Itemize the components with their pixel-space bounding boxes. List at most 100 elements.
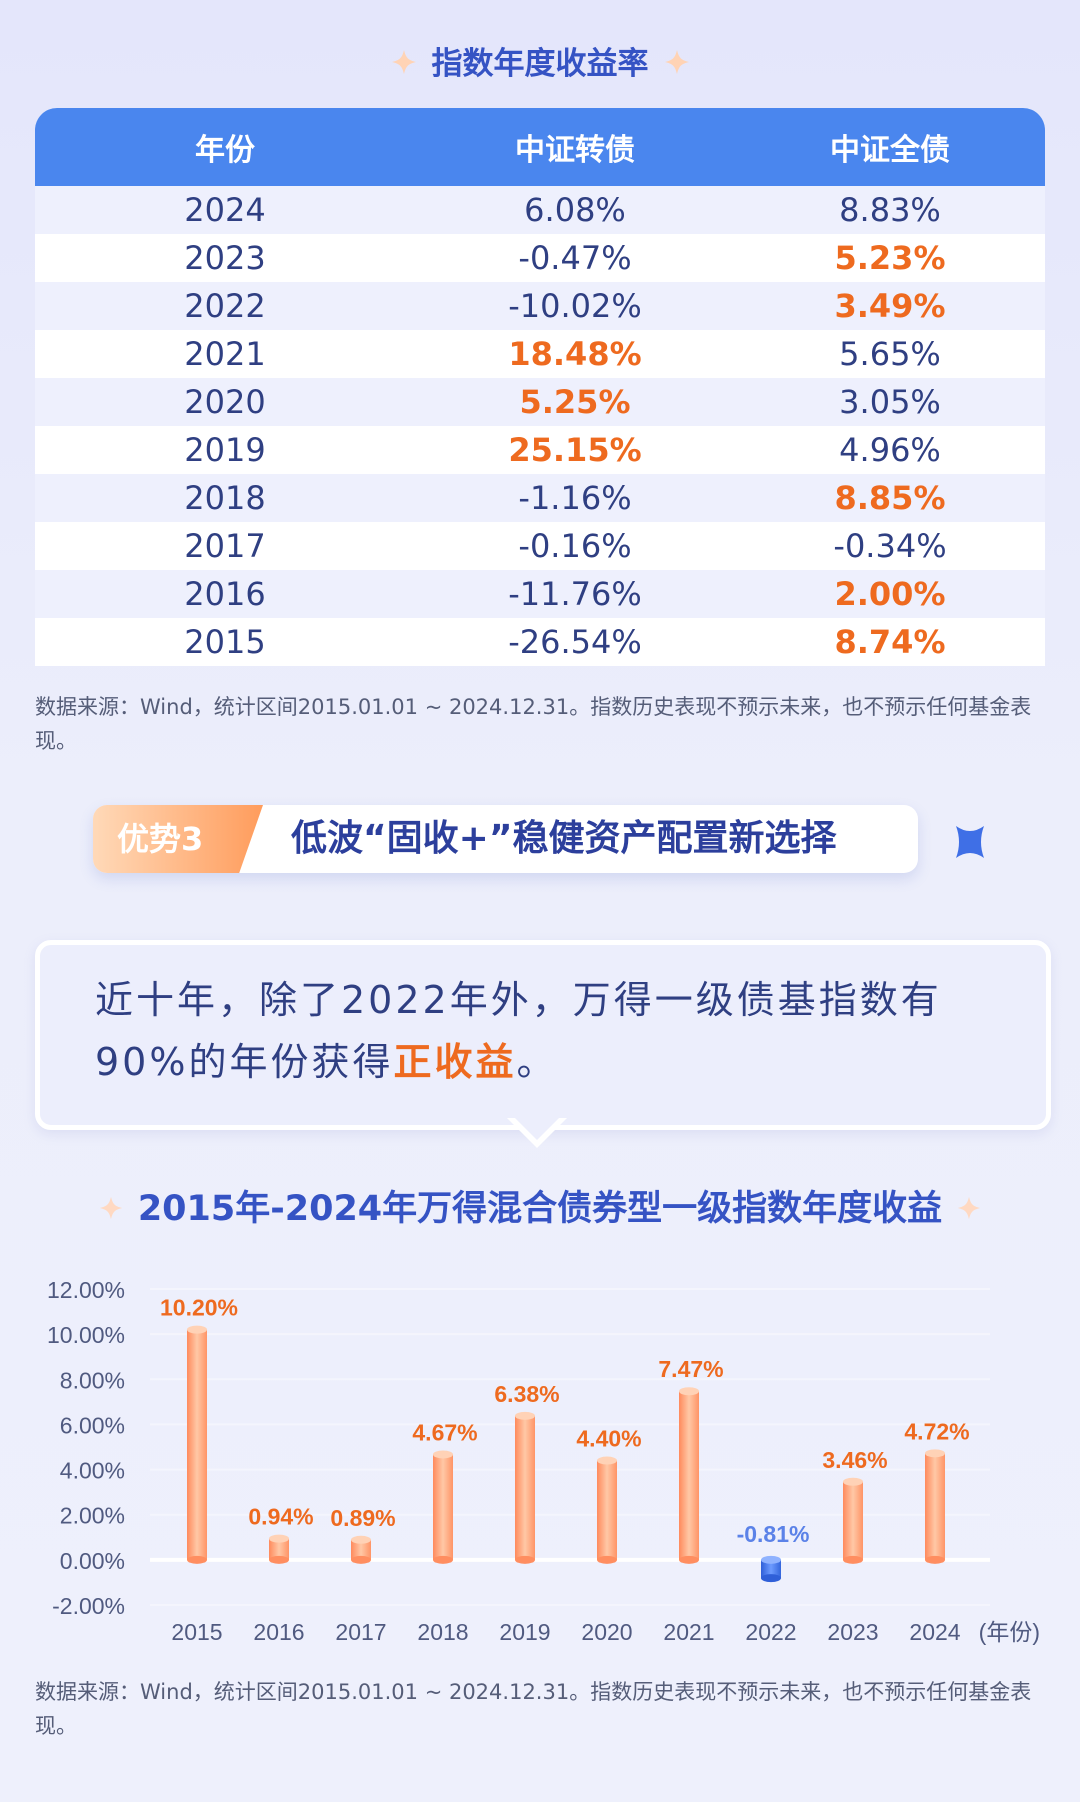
- table-row: 2017 -0.16% -0.34%: [35, 522, 1045, 570]
- bar: [761, 1559, 781, 1579]
- cell-year: 2022: [184, 287, 266, 325]
- y-tick-label: -2.00%: [52, 1593, 125, 1619]
- cell-cb: 18.48%: [508, 335, 642, 373]
- bar-base: [187, 1555, 207, 1564]
- bar-base: [679, 1555, 699, 1564]
- bar: [433, 1454, 453, 1560]
- value-label: 10.20%: [160, 1295, 238, 1321]
- x-tick-label: 2015: [171, 1619, 222, 1645]
- table-source-note: 数据来源：Wind，统计区间2015.01.01 ~ 2024.12.31。指数…: [35, 695, 1032, 753]
- bar-base: [761, 1574, 781, 1583]
- advantage-text: 低波“固收+”稳健资产配置新选择: [291, 818, 837, 859]
- x-tick-label: 2017: [335, 1619, 386, 1645]
- x-tick-label: 2020: [581, 1619, 632, 1645]
- bar: [679, 1391, 699, 1560]
- bar: [515, 1415, 535, 1560]
- table-row: 2022 -10.02% 3.49%: [35, 282, 1045, 330]
- bar-base: [515, 1555, 535, 1564]
- cell-cb: -26.54%: [508, 623, 642, 661]
- bar-base: [351, 1555, 371, 1564]
- cell-cb: 6.08%: [524, 191, 626, 229]
- returns-table: 年份 中证转债 中证全债 2024 6.08% 8.83% 2023 -0.47% 5.2…: [35, 108, 1045, 666]
- callout-highlight: 正收益: [393, 1040, 517, 1084]
- x-tick-label: 2019: [499, 1619, 550, 1645]
- table-row: 2015 -26.54% 8.74%: [35, 618, 1045, 666]
- bar-cap: [515, 1411, 535, 1420]
- cell-year: 2020: [184, 383, 266, 421]
- cell-year: 2023: [184, 239, 266, 277]
- table-row: 2018 -1.16% 8.85%: [35, 474, 1045, 522]
- cell-all: 5.23%: [834, 239, 946, 277]
- table-title: 指数年度收益率: [0, 38, 1080, 84]
- table-row: 2024 6.08% 8.83%: [35, 186, 1045, 234]
- bar: [269, 1538, 289, 1560]
- cell-all: -0.34%: [833, 527, 947, 565]
- sparkle-icon: [663, 48, 691, 84]
- advantage-tag: 优势3: [93, 805, 263, 873]
- cell-year: 2019: [184, 431, 266, 469]
- cell-cb: -0.47%: [518, 239, 632, 277]
- header-cb: 中证转债: [515, 133, 635, 168]
- bar-cap: [351, 1535, 371, 1544]
- bar: [843, 1481, 863, 1560]
- bar-chart: 12.00% 10.00% 8.00% 6.00% 4.00% 2.00% 0.00% -2.…: [47, 1277, 1040, 1645]
- chart-title: 2015年-2024年万得混合债券型一级指数年度收益: [0, 1180, 1080, 1231]
- value-label: 0.89%: [330, 1505, 395, 1531]
- cell-all: 4.96%: [839, 431, 941, 469]
- advantage-banner: 优势3 低波“固收+”稳健资产配置新选择: [93, 805, 918, 873]
- y-tick-label: 4.00%: [60, 1458, 125, 1484]
- sparkle-icon: [390, 48, 418, 84]
- callout-box: 近十年，除了2022年外，万得一级债基指数有90%的年份获得正收益。: [35, 940, 1051, 1130]
- bar-base: [433, 1555, 453, 1564]
- bar-cap: [597, 1456, 617, 1465]
- value-label: 6.38%: [494, 1381, 559, 1407]
- x-tick-label: 2018: [417, 1619, 468, 1645]
- cell-all: 8.83%: [839, 191, 941, 229]
- callout-text: 近十年，除了2022年外，万得一级债基指数有90%的年份获得正收益。: [95, 978, 942, 1084]
- bar: [925, 1453, 945, 1560]
- bar-base: [925, 1555, 945, 1564]
- chart-source-note: 数据来源：Wind，统计区间2015.01.01 ~ 2024.12.31。指数…: [35, 1680, 1032, 1738]
- bar-base: [269, 1555, 289, 1564]
- table-row: 2016 -11.76% 2.00%: [35, 570, 1045, 618]
- cell-year: 2016: [184, 575, 266, 613]
- bar: [351, 1539, 371, 1560]
- y-tick-label: 2.00%: [60, 1503, 125, 1529]
- header-all: 中证全债: [830, 133, 950, 168]
- bar-cap: [433, 1450, 453, 1459]
- sparkle-icon: [956, 1190, 982, 1230]
- bar: [597, 1460, 617, 1560]
- callout-pointer-inner: [513, 1116, 561, 1140]
- cell-cb: 5.25%: [519, 383, 631, 421]
- table-header: 年份 中证转债 中证全债: [35, 108, 1045, 186]
- value-label: 0.94%: [248, 1504, 313, 1530]
- value-label: -0.81%: [737, 1521, 810, 1547]
- table-row: 2019 25.15% 4.96%: [35, 426, 1045, 474]
- cell-year: 2015: [184, 623, 266, 661]
- x-tick-label: 2022: [745, 1619, 796, 1645]
- y-tick-label: 6.00%: [60, 1412, 125, 1438]
- cell-year: 2024: [184, 191, 266, 229]
- x-tick-label: 2021: [663, 1619, 714, 1645]
- cell-cb: -1.16%: [518, 479, 632, 517]
- bar-cap: [187, 1325, 207, 1334]
- cell-year: 2018: [184, 479, 266, 517]
- cell-all: 3.05%: [839, 383, 941, 421]
- x-axis-label: (年份): [979, 1619, 1040, 1645]
- cell-cb: -10.02%: [508, 287, 642, 325]
- x-sparkle-icon: [950, 822, 990, 866]
- y-tick-label: 0.00%: [60, 1548, 125, 1574]
- value-label: 7.47%: [658, 1356, 723, 1382]
- cell-cb: 25.15%: [508, 431, 642, 469]
- bar-cap: [679, 1387, 699, 1396]
- value-label: 3.46%: [822, 1447, 887, 1473]
- table-row: 2021 18.48% 5.65%: [35, 330, 1045, 378]
- bar-cap: [925, 1449, 945, 1458]
- cell-all: 3.49%: [834, 287, 946, 325]
- x-tick-label: 2024: [909, 1619, 960, 1645]
- x-tick-label: 2023: [827, 1619, 878, 1645]
- cell-all: 8.74%: [834, 623, 946, 661]
- value-label: 4.72%: [904, 1418, 969, 1444]
- x-tick-label: 2016: [253, 1619, 304, 1645]
- cell-all: 5.65%: [839, 335, 941, 373]
